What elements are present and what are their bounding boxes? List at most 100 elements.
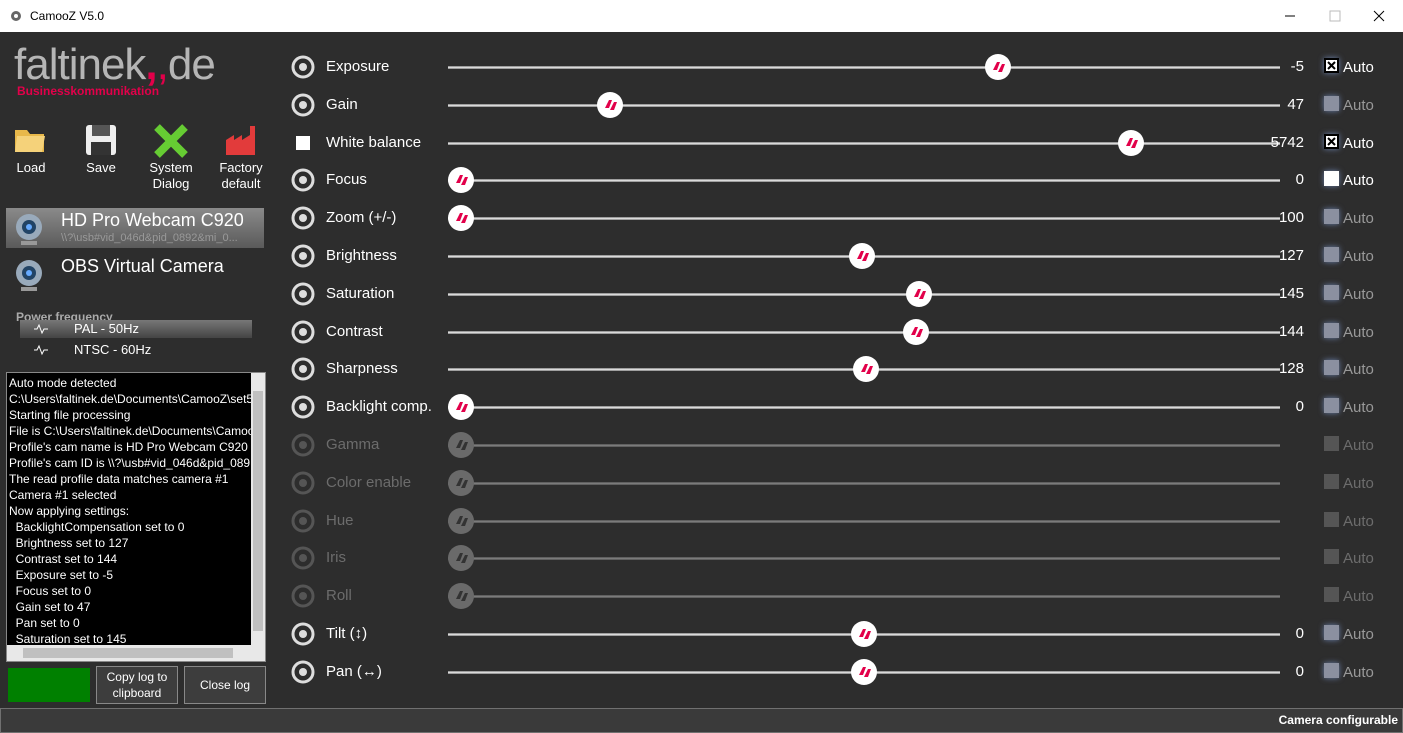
auto-label: Auto bbox=[1343, 663, 1374, 681]
toolbar-icon[interactable] bbox=[222, 122, 260, 160]
slider-track[interactable] bbox=[448, 595, 1280, 599]
control-icon bbox=[291, 168, 315, 192]
control-value: 145 bbox=[1278, 284, 1304, 302]
window-title: CamooZ V5.0 bbox=[30, 9, 105, 23]
app-icon bbox=[11, 11, 21, 21]
log-line: Profile's cam name is HD Pro Webcam C920 bbox=[9, 440, 248, 454]
slider-track[interactable] bbox=[448, 406, 1280, 410]
camera-icon[interactable] bbox=[12, 210, 46, 248]
control-icon bbox=[291, 622, 315, 646]
control-label: Roll bbox=[326, 587, 352, 605]
slider-track[interactable] bbox=[448, 444, 1280, 447]
auto-checkbox bbox=[1324, 587, 1339, 603]
slider-track[interactable] bbox=[448, 481, 1280, 485]
slider-track[interactable] bbox=[448, 179, 1280, 183]
toolbar-icon[interactable] bbox=[12, 122, 50, 160]
log-line: The read profile data matches camera #1 bbox=[9, 472, 229, 486]
auto-checkbox bbox=[1324, 209, 1339, 225]
slider-thumb[interactable] bbox=[596, 91, 623, 118]
control-label: Sharpness bbox=[326, 360, 398, 378]
slider-thumb[interactable] bbox=[852, 356, 879, 383]
auto-checkbox bbox=[1324, 549, 1339, 565]
log-button[interactable]: Copy log to clipboard bbox=[96, 666, 178, 704]
auto-checkbox bbox=[1324, 436, 1339, 451]
control-label: Brightness bbox=[326, 247, 397, 264]
auto-label: Auto bbox=[1343, 588, 1374, 606]
auto-checkbox[interactable] bbox=[1324, 58, 1339, 73]
auto-label: Auto bbox=[1343, 210, 1374, 228]
slider-track[interactable] bbox=[448, 292, 1280, 296]
auto-label: Auto bbox=[1343, 474, 1374, 492]
toolbar-button-label[interactable]: Factory default bbox=[219, 160, 263, 191]
toolbar-icon[interactable] bbox=[82, 122, 120, 160]
slider-track[interactable] bbox=[448, 66, 1280, 69]
slider-thumb[interactable] bbox=[448, 205, 474, 232]
control-icon bbox=[291, 357, 315, 381]
camera-selection[interactable] bbox=[6, 208, 264, 248]
slider-track[interactable] bbox=[448, 141, 1280, 145]
toolbar-button-label[interactable]: Save bbox=[86, 160, 116, 175]
control-label: Pan (↔) bbox=[326, 662, 382, 680]
toolbar-icon[interactable] bbox=[152, 122, 190, 160]
control-label: Color enable bbox=[326, 473, 412, 491]
log-button[interactable]: Close log bbox=[184, 666, 266, 704]
control-label: Backlight comp. bbox=[326, 398, 432, 416]
slider-thumb[interactable] bbox=[903, 318, 930, 345]
slider-thumb bbox=[448, 507, 474, 534]
slider-thumb[interactable] bbox=[985, 54, 1012, 80]
control-value: 0 bbox=[1295, 625, 1304, 642]
status-text: Camera configurable bbox=[1278, 713, 1398, 727]
control-label: Focus bbox=[326, 171, 367, 189]
log-scrollbar[interactable] bbox=[251, 373, 265, 661]
title-bar: CamooZ V5.0 bbox=[0, 0, 1403, 32]
auto-label: Auto bbox=[1343, 248, 1374, 265]
toolbar-button-label[interactable]: System Dialog bbox=[149, 160, 193, 191]
logo-suffix: de bbox=[167, 40, 216, 89]
control-label: Iris bbox=[326, 549, 346, 567]
slider-thumb[interactable] bbox=[851, 658, 877, 685]
frequency-option[interactable]: PAL - 50Hz bbox=[74, 321, 140, 336]
control-label: Contrast bbox=[326, 322, 383, 340]
auto-checkbox bbox=[1324, 473, 1339, 489]
frequency-selection[interactable] bbox=[20, 320, 252, 338]
slider-track[interactable] bbox=[448, 103, 1280, 107]
auto-checkbox bbox=[1324, 247, 1339, 262]
slider-thumb bbox=[448, 545, 474, 572]
control-label: Saturation bbox=[326, 284, 395, 302]
logo-tagline: Businesskommunikation bbox=[17, 84, 160, 98]
slider-track[interactable] bbox=[448, 330, 1280, 334]
control-label: White balance bbox=[326, 133, 422, 151]
camera-icon[interactable] bbox=[12, 256, 46, 294]
slider-thumb[interactable] bbox=[1118, 129, 1145, 156]
window-controls[interactable] bbox=[1270, 0, 1403, 32]
slider-thumb[interactable] bbox=[851, 621, 877, 647]
control-value: 0 bbox=[1295, 398, 1304, 416]
slider-thumb[interactable] bbox=[906, 280, 933, 307]
frequency-option[interactable]: NTSC - 60Hz bbox=[74, 342, 152, 357]
slider-thumb[interactable] bbox=[448, 394, 474, 421]
slider-track[interactable] bbox=[448, 519, 1280, 523]
auto-checkbox bbox=[1324, 322, 1339, 338]
camera-name[interactable]: OBS Virtual Camera bbox=[61, 256, 224, 276]
control-value: -5 bbox=[1290, 58, 1304, 75]
slider-track[interactable] bbox=[448, 217, 1280, 221]
log-box: Auto mode detected C:\Users\faltinek.de\D… bbox=[6, 372, 266, 662]
auto-checkbox[interactable] bbox=[1324, 171, 1339, 187]
slider-track[interactable] bbox=[448, 557, 1280, 561]
toolbar-button-label[interactable]: Load bbox=[16, 160, 46, 175]
log-line: Pan set to 0 bbox=[9, 616, 80, 630]
slider-thumb[interactable] bbox=[448, 167, 474, 194]
logo-name: faltinek bbox=[14, 40, 146, 89]
control-icon bbox=[291, 660, 315, 684]
log-hscrollbar[interactable] bbox=[7, 645, 251, 661]
auto-label: Auto bbox=[1343, 437, 1374, 454]
control-icon bbox=[291, 395, 315, 419]
log-lines: Auto mode detected C:\Users\faltinek.de\D… bbox=[9, 375, 254, 647]
control-icon bbox=[291, 471, 315, 495]
auto-label: Auto bbox=[1343, 96, 1374, 114]
auto-checkbox[interactable] bbox=[1324, 133, 1339, 149]
log-line: Contrast set to 144 bbox=[9, 552, 118, 566]
camera-name[interactable]: HD Pro Webcam C920 bbox=[61, 210, 244, 230]
slider-thumb[interactable] bbox=[849, 243, 876, 269]
